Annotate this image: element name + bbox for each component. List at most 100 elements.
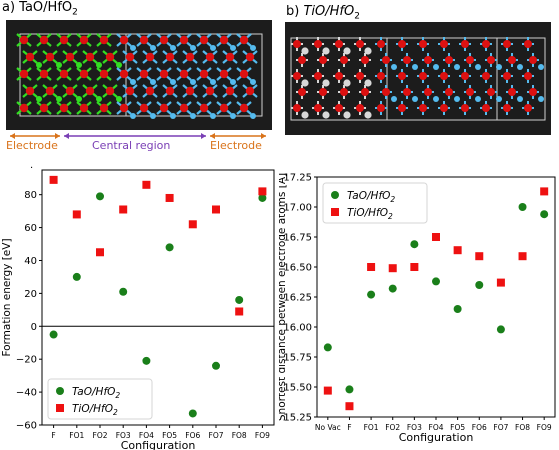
data-point-square [142, 180, 151, 189]
oxygen-atom [445, 56, 453, 64]
oxygen-atom [59, 35, 69, 45]
y-axis-label: Formation energy [eV] [1, 238, 13, 356]
data-point-square [49, 175, 58, 184]
x-tick-label: FO1 [364, 423, 379, 432]
oxygen-atom [45, 52, 55, 62]
oxygen-atom [119, 35, 129, 45]
oxygen-atom [19, 69, 29, 79]
oxygen-atom [398, 40, 406, 48]
oxygen-atom [461, 104, 469, 112]
electrode-right-arrowhead-left [210, 133, 215, 139]
oxygen-atom [65, 52, 75, 62]
oxygen-atom [99, 103, 109, 113]
hafnium-atom [517, 64, 523, 70]
x-tick-label: FO4 [429, 423, 444, 432]
hafnium-atom [130, 45, 136, 51]
hafnium-atom [391, 64, 397, 70]
oxygen-atom [199, 69, 209, 79]
data-point-square [410, 263, 419, 271]
data-point-square [496, 278, 505, 287]
data-point-circle [96, 192, 104, 201]
data-point-square [188, 220, 197, 229]
oxygen-atom [159, 103, 169, 113]
x-tick-label: F [51, 431, 55, 440]
data-point-circle [142, 356, 151, 365]
oxygen-atom [65, 86, 75, 96]
hafnium-atom [170, 45, 176, 51]
hafnium-atom [475, 64, 481, 70]
data-point-circle [432, 277, 440, 286]
tantalum-atom [36, 62, 42, 68]
data-point-circle [323, 343, 332, 352]
x-tick-label: No Vac [315, 423, 341, 432]
oxygen-atom [466, 88, 474, 96]
electrode-left-arrowhead-right [55, 133, 60, 139]
hafnium-atom [475, 96, 481, 102]
oxygen-atom [508, 88, 516, 96]
x-tick-label: FO2 [93, 431, 108, 440]
oxygen-atom [39, 35, 49, 45]
oxygen-atom [482, 40, 490, 48]
oxygen-atom [461, 40, 469, 48]
tantalum-atom [56, 96, 62, 102]
formation-energy-chart: . −60 −40 −20 0 20 40 60 80 F FO1 FO2 FO3 FO4 FO5 FO6 FO… [1, 160, 275, 450]
data-point-square [258, 187, 267, 196]
data-point-square [388, 264, 397, 273]
oxygen-atom [79, 69, 89, 79]
central-region-label: Central region [92, 139, 170, 152]
hafnium-atom [538, 64, 544, 70]
oxygen-atom [503, 40, 511, 48]
oxygen-atom [225, 52, 235, 62]
oxygen-atom [199, 35, 209, 45]
oxygen-atom [245, 52, 255, 62]
data-point-square [96, 248, 104, 257]
data-point-square [72, 210, 81, 219]
hafnium-atom [210, 113, 216, 119]
hafnium-atom [496, 96, 502, 102]
y-tick-label: 15.50 [283, 383, 312, 394]
hafnium-atom [150, 79, 156, 85]
oxygen-atom [79, 35, 89, 45]
hafnium-atom [190, 45, 196, 51]
oxygen-atom [314, 72, 322, 80]
shortest-distance-chart: 15.25 15.50 15.75 16.00 16.25 16.50 16.75 17.00… [279, 173, 556, 444]
y-tick-label: 17.00 [283, 203, 312, 214]
y-tick-label: 16.25 [283, 293, 312, 304]
x-tick-label: FO7 [493, 423, 508, 432]
oxygen-atom [85, 86, 95, 96]
oxygen-atom [403, 56, 411, 64]
oxygen-atom [508, 56, 516, 64]
data-point-circle [49, 330, 58, 339]
x-tick-label: F [347, 423, 351, 432]
tantalum-atom [96, 96, 102, 102]
central-arrowhead-right [201, 133, 206, 139]
data-point-square [475, 252, 484, 261]
oxygen-atom [39, 103, 49, 113]
oxygen-atom [419, 104, 427, 112]
oxygen-atom [356, 72, 364, 80]
hafnium-atom [412, 96, 418, 102]
legend-label: TiO/HfO2 [72, 403, 118, 417]
oxygen-atom [19, 103, 29, 113]
plot-frame [41, 169, 275, 426]
region-annotations: Electrode Central region Electrode [6, 133, 266, 152]
electrode-left-label: Electrode [6, 139, 58, 152]
oxygen-atom [335, 72, 343, 80]
hafnium-atom [496, 64, 502, 70]
data-point-square [323, 386, 332, 395]
hafnium-atom [230, 45, 236, 51]
legend-label: TiO/HfO2 [347, 207, 393, 221]
y-tick-label: 40 [24, 256, 37, 267]
oxygen-atom [377, 72, 385, 80]
oxygen-atom [424, 56, 432, 64]
y-tick-label: 16.00 [283, 323, 312, 334]
data-point-circle [212, 361, 220, 370]
electrode-right-label: Electrode [210, 139, 262, 152]
oxygen-atom [382, 88, 390, 96]
data-point-circle [496, 325, 505, 334]
tantalum-atom [56, 62, 62, 68]
y-tick-label: 17.25 [283, 173, 312, 184]
data-point-circle [540, 210, 549, 219]
oxygen-atom [145, 52, 155, 62]
titanium-atom [301, 47, 309, 55]
